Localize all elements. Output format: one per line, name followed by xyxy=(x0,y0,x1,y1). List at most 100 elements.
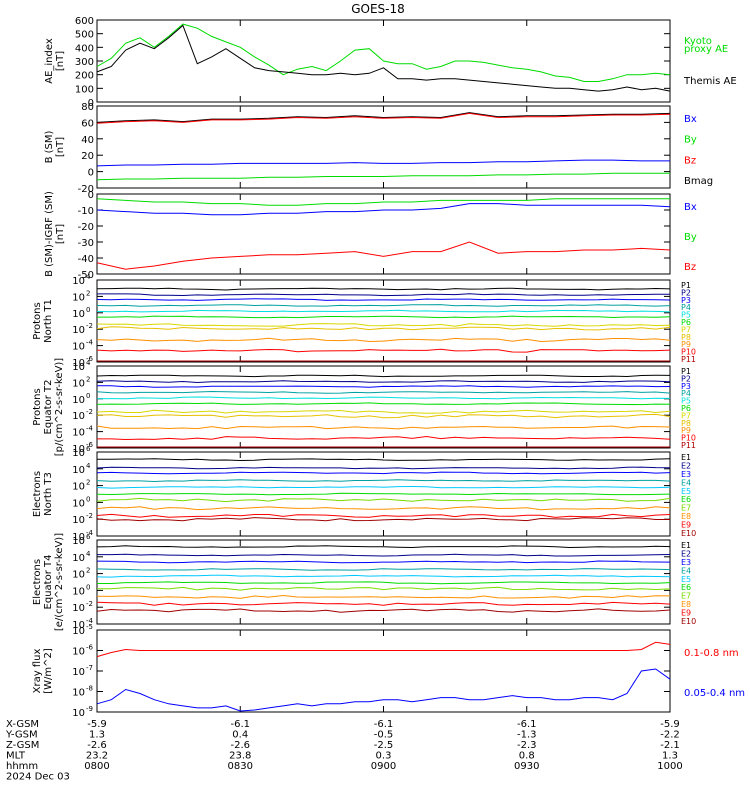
legend-label: Bx xyxy=(684,202,697,213)
legend-label: E6 xyxy=(681,583,691,592)
ytick-label: 10 xyxy=(72,667,85,678)
ytick-exponent: -5 xyxy=(86,623,93,631)
ytick-exponent: 2 xyxy=(86,567,90,575)
legend-label: 0.1-0.8 nm xyxy=(684,648,739,659)
series-line-bz xyxy=(96,112,671,124)
legend-label: E7 xyxy=(681,592,691,601)
series-line-bmag xyxy=(96,112,671,123)
legend-label: E10 xyxy=(681,617,696,626)
y-axis-label: Equator T2 xyxy=(43,380,54,435)
legend-label: E1 xyxy=(681,541,691,550)
ytick-exponent: 0 xyxy=(86,306,90,314)
legend-label: proxy AE xyxy=(684,44,728,55)
series-line-kyoto-proxy-ae xyxy=(96,23,671,82)
legend-label: P1 xyxy=(681,281,691,290)
legend-label: P11 xyxy=(681,355,696,364)
channel-line-p10 xyxy=(97,435,671,441)
channel-line-p4 xyxy=(96,304,671,307)
channel-line-p2 xyxy=(97,293,671,297)
y-axis-label: Equator T4 xyxy=(43,555,54,610)
legend-label: E4 xyxy=(681,478,691,487)
series-line-by xyxy=(96,172,670,181)
ytick-label: 10 xyxy=(72,395,85,406)
ytick-label: 40 xyxy=(81,135,94,146)
ytick-label: -40 xyxy=(78,254,94,265)
y-axis-label: [W/m^2] xyxy=(43,648,54,694)
channel-line-p3 xyxy=(97,385,671,388)
channel-line-e5 xyxy=(96,485,671,489)
footer-row-label: hhmm xyxy=(6,761,38,772)
legend-label: P5 xyxy=(681,311,691,320)
footer-value: -6.1 xyxy=(230,719,250,730)
ytick-label: 10 xyxy=(72,444,85,455)
legend-label: P9 xyxy=(681,426,691,435)
ytick-exponent: -4 xyxy=(86,529,94,537)
channel-line-p10 xyxy=(96,348,671,353)
ytick-exponent: 2 xyxy=(86,375,90,383)
channel-line-e2 xyxy=(96,466,671,470)
y-axis-label: Electrons xyxy=(32,471,43,517)
ytick-label: 10 xyxy=(72,515,85,526)
footer-value: 0900 xyxy=(371,761,396,772)
ytick-label: 0 xyxy=(88,168,94,179)
footer-date: 2024 Dec 03 xyxy=(6,772,70,783)
footer-row-label: MLT xyxy=(6,751,26,762)
legend-label: P9 xyxy=(681,340,691,349)
ytick-label: 10 xyxy=(72,276,85,287)
ytick-label: 10 xyxy=(72,448,85,459)
ytick-label: -20 xyxy=(78,184,94,195)
ytick-exponent: -4 xyxy=(86,617,94,625)
ytick-label: 10 xyxy=(72,647,85,658)
footer-value: -5.9 xyxy=(87,719,107,730)
ytick-label: 10 xyxy=(72,688,85,699)
ytick-exponent: -4 xyxy=(86,339,94,347)
channel-line-e6 xyxy=(96,492,671,496)
legend-label: 0.05-0.4 nm xyxy=(684,688,745,699)
channel-line-e6 xyxy=(97,581,671,585)
legend-label: E5 xyxy=(681,487,691,496)
channel-line-p8 xyxy=(96,326,671,331)
channel-line-p5 xyxy=(96,396,671,400)
ytick-label: -10 xyxy=(78,206,94,217)
ytick-label: 10 xyxy=(72,620,85,631)
legend-label: E3 xyxy=(681,558,691,567)
y-axis-label: [nT] xyxy=(55,224,66,244)
ytick-label: 10 xyxy=(72,378,85,389)
ytick-label: 10 xyxy=(72,342,85,353)
footer-value: 23.2 xyxy=(86,751,108,762)
legend-label: P4 xyxy=(681,389,691,398)
ytick-exponent: 6 xyxy=(86,533,91,541)
ytick-label: 100 xyxy=(75,84,94,95)
legend-label: By xyxy=(684,135,697,146)
y-axis-label: North T3 xyxy=(43,472,54,516)
ytick-exponent: -6 xyxy=(86,441,94,449)
legend-label: By xyxy=(684,232,697,243)
y-axis-label: [nT] xyxy=(55,51,66,71)
ytick-label: 10 xyxy=(72,570,85,581)
footer-value: 0830 xyxy=(228,761,253,772)
legend-label: P3 xyxy=(681,296,691,305)
panel-frame-bigrf xyxy=(96,193,671,275)
series-line-bx xyxy=(96,159,670,167)
channel-line-p7 xyxy=(96,323,671,327)
ytick-label: 400 xyxy=(75,43,94,54)
ytick-exponent: 4 xyxy=(86,359,91,367)
legend-label: E6 xyxy=(681,495,691,504)
footer-value: -6.1 xyxy=(517,719,537,730)
channel-line-e3 xyxy=(96,471,671,475)
channel-line-e7 xyxy=(96,497,671,503)
ytick-exponent: -2 xyxy=(86,322,93,330)
ytick-exponent: -6 xyxy=(86,355,94,363)
legend-label: E9 xyxy=(681,609,691,618)
ytick-label: 500 xyxy=(75,30,94,41)
legend-label: Bmag xyxy=(684,176,713,187)
y-axis-label: B (SM) xyxy=(44,130,55,163)
ytick-exponent: -2 xyxy=(86,408,93,416)
legend-label: Bz xyxy=(684,155,696,166)
channel-line-e9 xyxy=(96,513,671,518)
ytick-label: -20 xyxy=(78,222,94,233)
legend-label: P6 xyxy=(681,318,691,327)
footer-row-label: Z-GSM xyxy=(6,740,39,751)
legend-label: P2 xyxy=(681,288,691,297)
